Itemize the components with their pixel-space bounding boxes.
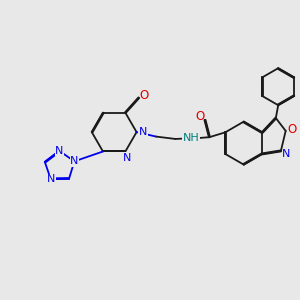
Text: O: O [140,89,149,102]
Text: N: N [123,153,131,163]
Text: N: N [55,146,64,156]
Text: O: O [288,123,297,136]
Text: N: N [70,156,79,166]
Text: N: N [46,174,55,184]
Text: NH: NH [182,134,199,143]
Text: N: N [282,149,290,160]
Text: N: N [139,127,147,137]
Text: O: O [195,110,204,123]
